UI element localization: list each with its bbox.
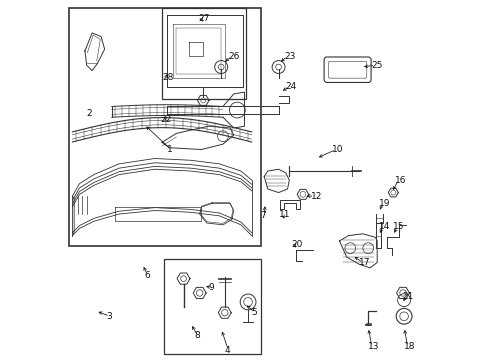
Text: 16: 16 [394, 176, 406, 185]
Text: 28: 28 [162, 73, 173, 82]
Text: 10: 10 [332, 145, 343, 154]
Text: 4: 4 [224, 346, 230, 355]
Text: 13: 13 [367, 342, 379, 351]
Text: 25: 25 [371, 61, 383, 70]
Text: 11: 11 [278, 210, 289, 219]
Text: 22: 22 [160, 114, 171, 123]
Text: 20: 20 [290, 240, 302, 249]
Text: 23: 23 [284, 52, 295, 61]
Bar [162, 8, 246, 99]
Text: 19: 19 [378, 199, 390, 208]
Text: 12: 12 [310, 192, 322, 201]
Text: 26: 26 [228, 52, 239, 61]
Text: 24: 24 [285, 82, 296, 91]
Text: 3: 3 [106, 312, 112, 321]
Text: 9: 9 [208, 283, 214, 292]
Text: 8: 8 [194, 332, 200, 341]
Bar [163, 259, 260, 354]
Text: 2: 2 [86, 109, 92, 118]
Text: 17: 17 [359, 258, 370, 267]
Text: 1: 1 [167, 145, 173, 154]
Text: 18: 18 [403, 342, 415, 351]
Text: 15: 15 [392, 222, 404, 231]
Text: 14: 14 [378, 222, 389, 231]
Text: 7: 7 [260, 211, 266, 220]
Text: 5: 5 [251, 308, 257, 317]
Text: 21: 21 [402, 292, 413, 301]
Text: 27: 27 [198, 14, 209, 23]
Text: 6: 6 [144, 270, 149, 279]
Bar [69, 8, 260, 246]
